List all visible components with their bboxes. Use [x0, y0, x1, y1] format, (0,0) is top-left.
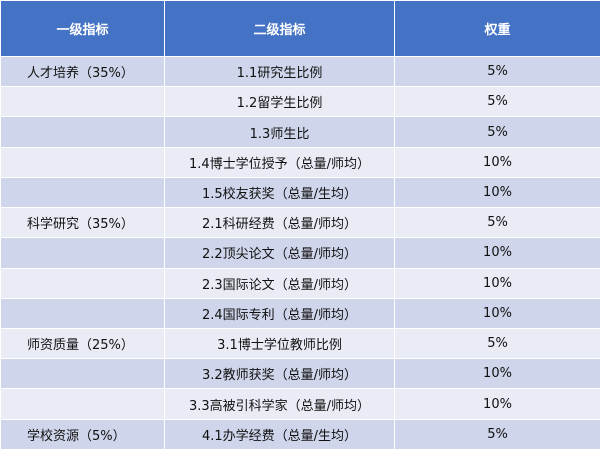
header-row: 一级指标 二级指标 权重 — [0, 0, 600, 57]
header-weight: 权重 — [394, 0, 600, 57]
table-row: 1.4博士学位授予（总量/师均） 10% — [0, 146, 600, 178]
weight-cell: 10% — [394, 358, 600, 390]
table-body: 人才培养（35%） 1.1研究生比例 5% 1.2留学生比例 5% 1.3师生比… — [0, 55, 600, 450]
level1-cell — [0, 267, 165, 299]
weight-cell: 5% — [394, 86, 600, 118]
level1-cell — [0, 176, 165, 209]
level1-cell: 人才培养（35%） — [0, 55, 165, 88]
table-row: 学校资源（5%） 4.1办学经费（总量/生均） 5% — [0, 418, 600, 450]
table-row: 1.2留学生比例 5% — [0, 86, 600, 118]
level2-cell: 1.4博士学位授予（总量/师均） — [164, 146, 395, 178]
level2-cell: 3.2教师获奖（总量/师均） — [164, 358, 395, 390]
weight-cell: 10% — [394, 146, 600, 178]
weight-cell: 5% — [394, 327, 600, 360]
table-row: 2.2顶尖论文（总量/师均） 10% — [0, 237, 600, 269]
level1-cell — [0, 297, 165, 329]
header-level1-indicator: 一级指标 — [0, 0, 165, 57]
level2-cell: 1.3师生比 — [164, 116, 395, 148]
table-row: 人才培养（35%） 1.1研究生比例 5% — [0, 55, 600, 88]
level2-cell: 2.1科研经费（总量/师均） — [164, 207, 395, 239]
level2-cell: 1.2留学生比例 — [164, 86, 395, 118]
level2-cell: 1.1研究生比例 — [164, 55, 395, 88]
weight-cell: 10% — [394, 297, 600, 329]
level1-cell — [0, 86, 165, 118]
table-row: 科学研究（35%） 2.1科研经费（总量/师均） 5% — [0, 207, 600, 239]
level1-cell — [0, 358, 165, 390]
level1-cell — [0, 388, 165, 420]
level1-cell: 学校资源（5%） — [0, 418, 165, 450]
table-row: 2.3国际论文（总量/师均） 10% — [0, 267, 600, 299]
weight-cell: 10% — [394, 388, 600, 420]
table-row: 2.4国际专利（总量/师均） 10% — [0, 297, 600, 329]
weight-cell: 10% — [394, 176, 600, 209]
weight-cell: 5% — [394, 418, 600, 450]
weight-cell: 5% — [394, 116, 600, 148]
table-row: 师资质量（25%） 3.1博士学位教师比例 5% — [0, 327, 600, 360]
table-row: 1.5校友获奖（总量/生均） 10% — [0, 176, 600, 209]
weight-cell: 10% — [394, 237, 600, 269]
weight-cell: 10% — [394, 267, 600, 299]
weight-cell: 5% — [394, 55, 600, 88]
level2-cell: 2.3国际论文（总量/师均） — [164, 267, 395, 299]
level1-cell — [0, 237, 165, 269]
table-row: 1.3师生比 5% — [0, 116, 600, 148]
level1-cell: 科学研究（35%） — [0, 207, 165, 239]
table-row: 3.2教师获奖（总量/师均） 10% — [0, 358, 600, 390]
weight-cell: 5% — [394, 207, 600, 239]
level1-cell — [0, 116, 165, 148]
level2-cell: 3.1博士学位教师比例 — [164, 327, 395, 360]
header-level2-indicator: 二级指标 — [164, 0, 395, 57]
level2-cell: 3.3高被引科学家（总量/师均） — [164, 388, 395, 420]
level2-cell: 4.1办学经费（总量/生均） — [164, 418, 395, 450]
table-header: 一级指标 二级指标 权重 — [0, 0, 600, 57]
level2-cell: 2.4国际专利（总量/师均） — [164, 297, 395, 329]
level2-cell: 1.5校友获奖（总量/生均） — [164, 176, 395, 209]
level1-cell — [0, 146, 165, 178]
level2-cell: 2.2顶尖论文（总量/师均） — [164, 237, 395, 269]
table-row: 3.3高被引科学家（总量/师均） 10% — [0, 388, 600, 420]
level1-cell: 师资质量（25%） — [0, 327, 165, 360]
